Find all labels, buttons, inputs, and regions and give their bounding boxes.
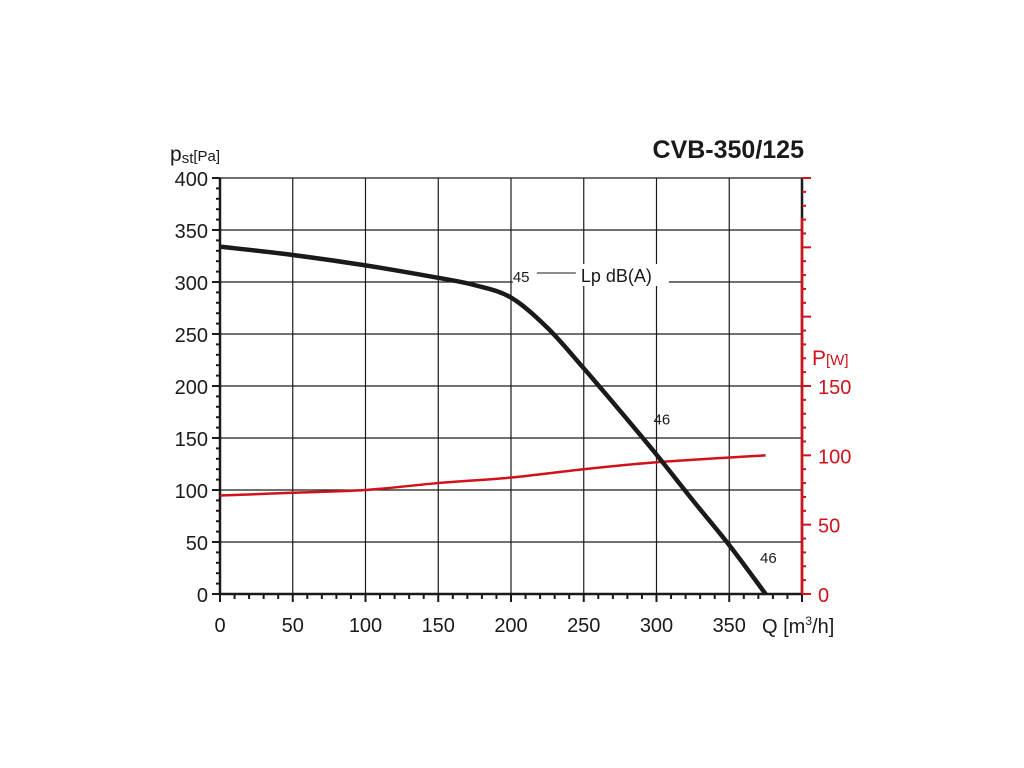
y2-tick-label: 0 (818, 585, 829, 607)
pressure-curve (219, 244, 768, 596)
y-tick-label: 250 (175, 325, 208, 347)
x-axis-label: Q [m3/h] (762, 614, 834, 638)
x-tick-label: 350 (713, 615, 746, 637)
y-tick-label: 200 (175, 377, 208, 399)
y-label-unit: [Pa] (193, 148, 220, 165)
y-tick-label: 150 (175, 429, 208, 451)
y-tick-label: 400 (175, 169, 208, 191)
annotation-label: 46 (654, 411, 671, 428)
x-tick-label: 0 (214, 615, 225, 637)
y2-tick-label: 50 (818, 516, 840, 538)
x-label-main: Q [m (762, 616, 805, 638)
annotation-label: 45 (513, 269, 530, 286)
x-tick-label: 250 (567, 615, 600, 637)
y-label-p: p (170, 143, 182, 166)
axis-ticks (212, 177, 811, 602)
x-tick-label: 200 (494, 615, 527, 637)
x-tick-label: 150 (422, 615, 455, 637)
y-axis-label: pst[Pa] (170, 143, 220, 167)
y2-label-p: P (812, 347, 826, 370)
annotation-label: 46 (760, 550, 777, 567)
y-tick-label: 300 (175, 273, 208, 295)
x-tick-label: 100 (349, 615, 382, 637)
x-label-end: /h] (812, 616, 834, 638)
annotation-label: Lp dB(A) (581, 266, 652, 286)
y-tick-label: 0 (197, 585, 208, 607)
y2-tick-label: 100 (818, 446, 851, 468)
grid-lines (218, 177, 804, 596)
x-tick-label: 50 (282, 615, 304, 637)
y-tick-label: 100 (175, 481, 208, 503)
annotation-bg (512, 264, 669, 286)
y2-label-unit: [W] (826, 352, 849, 369)
x-label-sup: 3 (805, 614, 812, 628)
chart-title: CVB-350/125 (653, 136, 805, 164)
y-label-sub: st (182, 150, 195, 167)
series-lines (219, 244, 768, 596)
power-curve (219, 454, 766, 497)
annotations: 45 Lp dB(A) 46 46 (512, 264, 777, 567)
y2-axis-label: P[W] (812, 347, 849, 370)
y2-tick-label: 150 (818, 377, 851, 399)
x-tick-label: 300 (640, 615, 673, 637)
y-tick-label: 50 (186, 533, 208, 555)
y-tick-label: 350 (175, 221, 208, 243)
tick-labels: 0 50 100 150 200 250 300 3500501001502002503003… (175, 169, 852, 637)
